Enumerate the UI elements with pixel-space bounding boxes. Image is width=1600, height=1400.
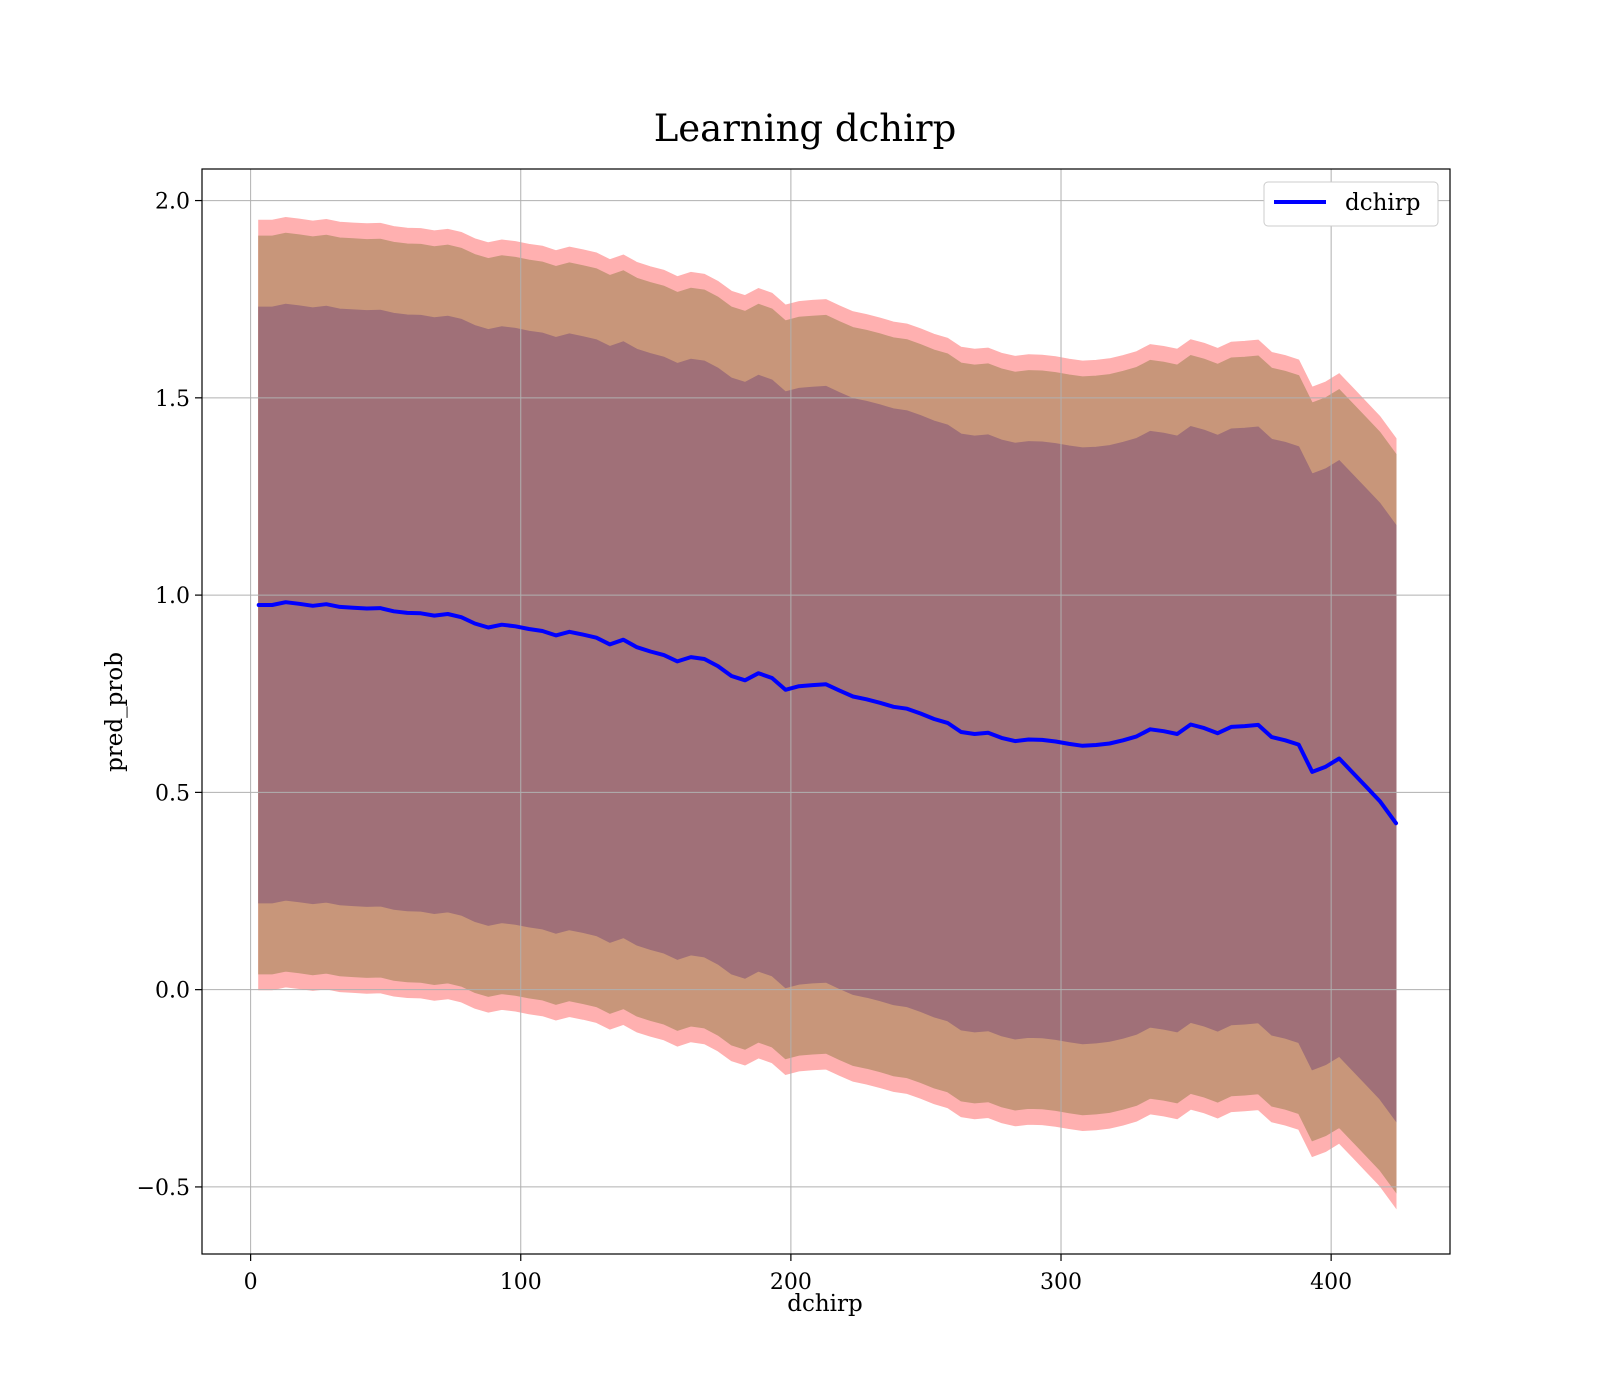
chart-title: Learning dchirp	[654, 107, 957, 150]
plot-area	[201, 168, 1451, 1255]
x-tick-label-0: 0	[244, 1270, 258, 1295]
x-axis-label: dchirp	[787, 1291, 863, 1317]
x-tick-label-2: 200	[770, 1270, 812, 1295]
y-tick-label-2: 0.5	[155, 781, 190, 806]
x-tick-label-1: 100	[500, 1270, 542, 1295]
y-tick-label-3: 1.0	[155, 584, 190, 609]
y-tick-label-5: 2.0	[155, 190, 190, 215]
x-tick-label-4: 400	[1310, 1270, 1352, 1295]
legend: dchirp	[1263, 181, 1439, 227]
y-tick-label-0: −0.5	[137, 1176, 190, 1201]
legend-box	[1263, 181, 1439, 227]
y-axis-label: pred_prob	[102, 652, 128, 772]
legend-label-dchirp: dchirp	[1345, 190, 1421, 216]
series-lines	[256, 600, 1398, 826]
plot-frame	[201, 168, 1451, 1255]
series-line-dchirp	[256, 600, 1398, 826]
x-axis-ticks: 0 100 200 300 400	[244, 1254, 1352, 1295]
uncertainty-bands	[258, 216, 1397, 1210]
y-tick-label-4: 1.5	[155, 387, 190, 412]
y-axis-ticks: −0.5 0.0 0.5 1.0 1.5 2.0	[137, 190, 202, 1201]
grid-lines	[202, 169, 1450, 1254]
x-tick-label-3: 300	[1040, 1270, 1082, 1295]
y-tick-label-1: 0.0	[155, 979, 190, 1004]
band-inner	[258, 303, 1397, 1123]
